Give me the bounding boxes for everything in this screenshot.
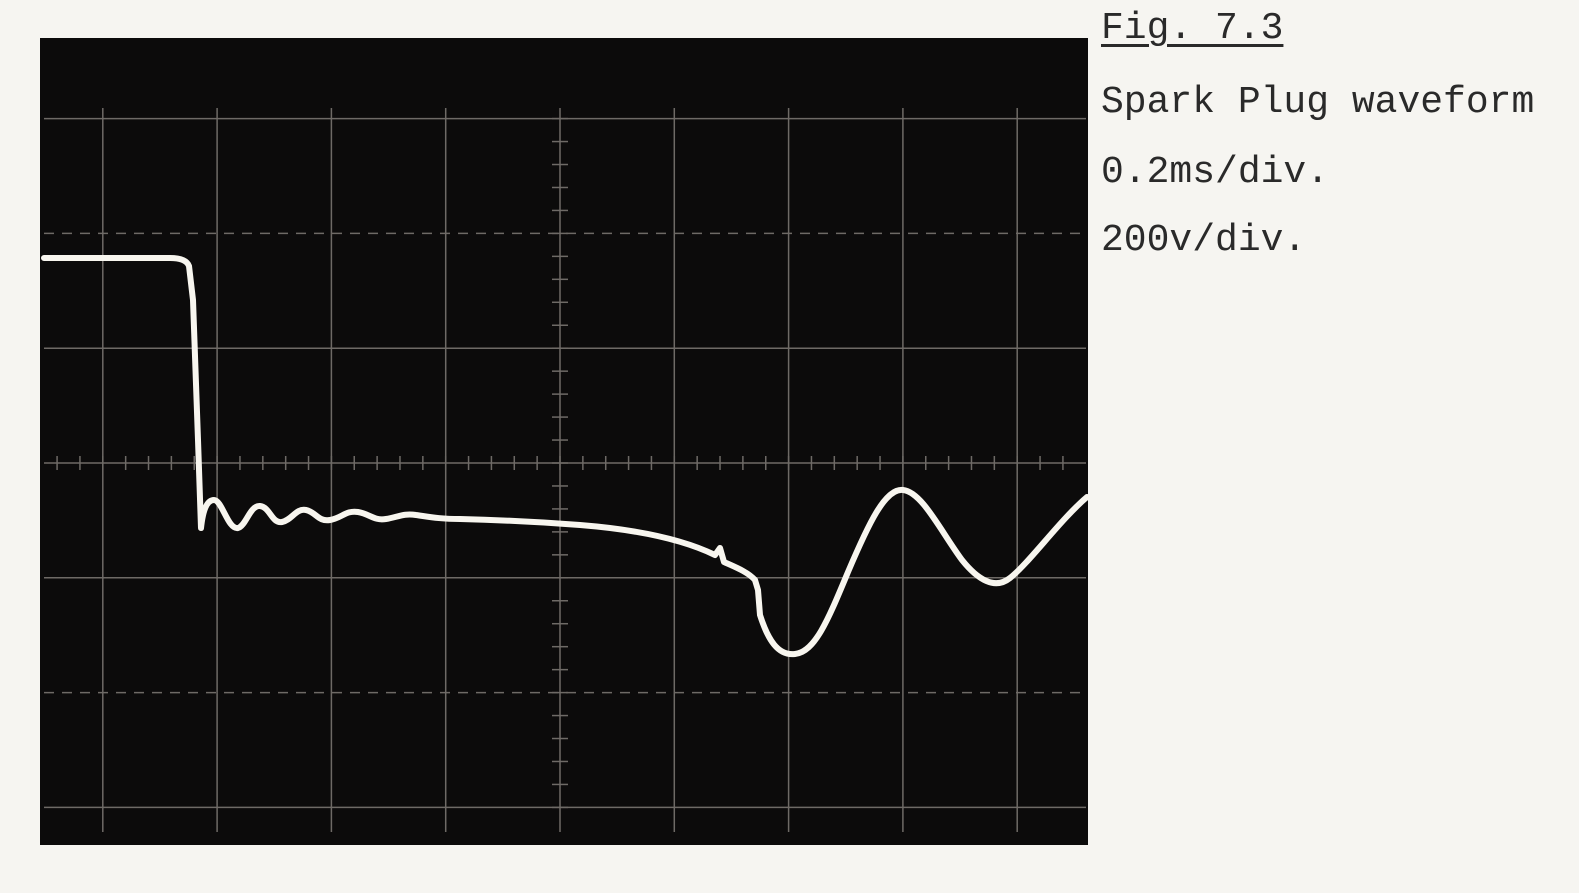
time-scale: 0.2ms/div. (1101, 154, 1329, 192)
figure-title: Spark Plug waveform (1101, 84, 1534, 122)
figure-label: Fig. 7.3 (1101, 10, 1283, 48)
oscilloscope-photo (0, 0, 1095, 893)
page: {"figure": {"label": "Fig. 7.3", "title"… (0, 0, 1579, 893)
voltage-scale: 200v/div. (1101, 222, 1306, 260)
